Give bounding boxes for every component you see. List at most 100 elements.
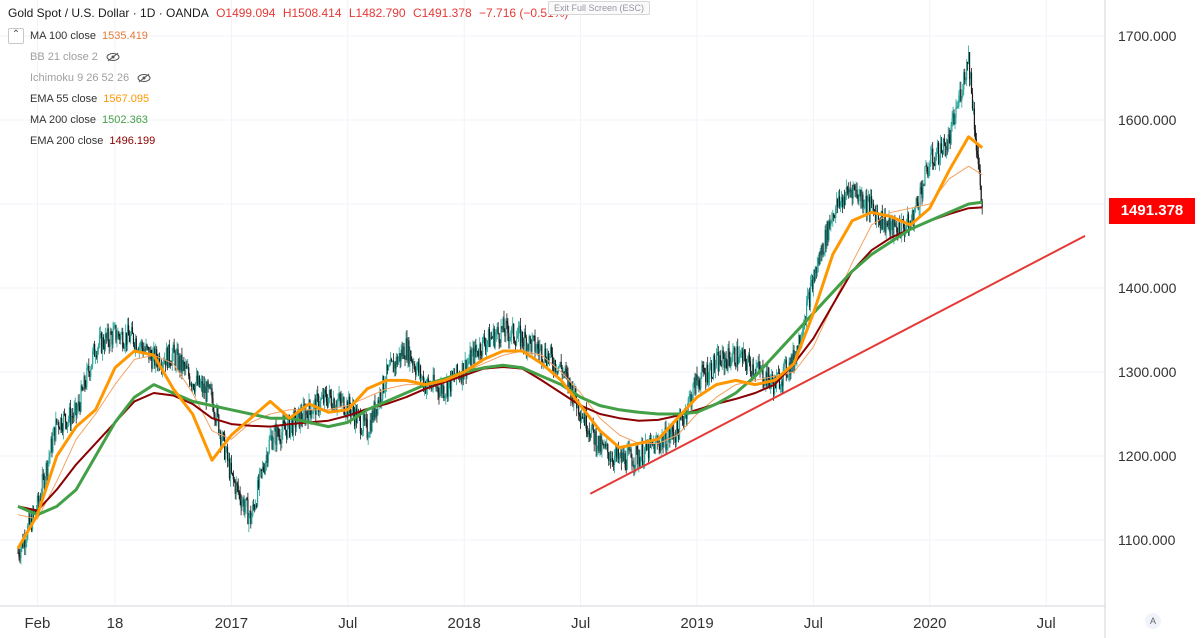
candle-body [81, 385, 83, 390]
candle-body [56, 418, 58, 423]
candle-body [826, 221, 828, 247]
candle-body [635, 446, 637, 465]
candle-body [921, 187, 923, 199]
candle-body [360, 433, 362, 435]
candle-body [162, 363, 165, 365]
candle-body [307, 414, 309, 423]
candle-body [838, 196, 841, 206]
candle-body [893, 218, 895, 237]
series-line-ema-55-close [16, 135, 984, 550]
trendline-group[interactable] [589, 235, 1086, 495]
candle-body [906, 214, 909, 226]
candle-body [550, 347, 553, 355]
auto-scale-button[interactable]: A [1145, 613, 1161, 629]
candle-body [891, 219, 893, 224]
legend-row-ema55[interactable]: EMA 55 close 1567.095 [8, 89, 155, 110]
candle-body [964, 72, 966, 80]
candle-body [108, 342, 110, 347]
candle-body [662, 437, 664, 448]
price-axis[interactable]: 1100.000 1200.000 1300.000 1400.000 1600.000… [1118, 28, 1177, 548]
candle-body [702, 365, 704, 368]
candle-body [146, 344, 148, 347]
candle-body [962, 90, 964, 97]
candle-body [526, 344, 528, 353]
legend-row-ma200[interactable]: MA 200 close 1502.363 [8, 110, 155, 131]
candle-body [321, 397, 323, 400]
candle-body [771, 374, 773, 381]
candle-body [340, 398, 342, 404]
candle-body [920, 187, 922, 189]
candle-body [293, 411, 296, 413]
legend-row-bb[interactable]: BB 21 close 2 [8, 47, 155, 68]
legend-row-ma100[interactable]: ⌃ MA 100 close 1535.419 [8, 26, 155, 47]
legend-row-ichimoku[interactable]: Ichimoku 9 26 52 26 [8, 68, 155, 89]
candle-body [36, 495, 38, 511]
candle-body [523, 331, 525, 347]
candle-body [628, 447, 630, 451]
candle-body [300, 411, 302, 421]
candle-body [488, 328, 491, 347]
candle-body [468, 361, 470, 363]
candle-body [73, 408, 75, 418]
candle-body [235, 482, 237, 494]
candle-body [783, 361, 785, 367]
candle-body [938, 159, 941, 164]
x-tick-label: 2018 [448, 615, 481, 632]
candle-body [879, 220, 881, 229]
candle-body [443, 386, 445, 399]
candle-body [815, 267, 817, 274]
candle-body [393, 362, 395, 373]
candle-body [337, 399, 339, 401]
candle-body [808, 292, 811, 308]
candle-body [410, 350, 412, 361]
candle-body [390, 359, 393, 361]
candle-body [84, 376, 86, 387]
candle-body [667, 436, 669, 449]
candle-body [133, 344, 135, 349]
candle-body [89, 372, 91, 377]
candle-body [590, 428, 592, 438]
collapse-icon[interactable]: ⌃ [8, 28, 24, 45]
candle-body [304, 408, 306, 422]
candle-body [605, 443, 607, 447]
candle-body [341, 398, 343, 404]
candle-body [821, 243, 823, 256]
candle-body [252, 504, 254, 516]
time-axis[interactable]: Feb 18 2017 Jul 2018 Jul 2019 Jul 2020 Jul [24, 615, 1055, 632]
candle-body [957, 105, 959, 107]
candle-body [46, 463, 48, 476]
candle-body [140, 341, 142, 346]
candle-body [195, 375, 198, 383]
candle-body [256, 504, 258, 507]
candle-body [880, 211, 882, 229]
candle-body [708, 379, 710, 383]
candle-body [532, 335, 534, 338]
exit-fullscreen-button[interactable]: Exit Full Screen (ESC) [548, 1, 651, 15]
candle-body [352, 405, 354, 412]
symbol-title[interactable]: Gold Spot / U.S. Dollar · 1D · OANDA [8, 6, 209, 20]
candle-body [272, 442, 274, 450]
candle-body [202, 383, 204, 393]
candle-body [67, 418, 70, 423]
candle-body [232, 473, 234, 480]
candle-body [661, 437, 663, 443]
candle-body [257, 480, 260, 488]
candle-body [153, 348, 155, 354]
candle-body [342, 397, 344, 399]
support-trendline[interactable] [589, 235, 1086, 495]
candle-body [750, 371, 752, 376]
candle-body [193, 388, 196, 392]
legend-row-ema200[interactable]: EMA 200 close 1496.199 [8, 131, 155, 152]
candle-body [52, 435, 54, 452]
candle-body [931, 148, 933, 154]
candle-body [83, 376, 85, 390]
eye-crossed-icon[interactable] [137, 73, 151, 83]
candle-body [965, 79, 967, 81]
candle-body [692, 384, 694, 398]
candle-body [830, 221, 832, 227]
candle-body [738, 361, 740, 364]
candle-body [57, 422, 59, 424]
candle-body [735, 363, 737, 367]
eye-crossed-icon[interactable] [106, 52, 120, 62]
